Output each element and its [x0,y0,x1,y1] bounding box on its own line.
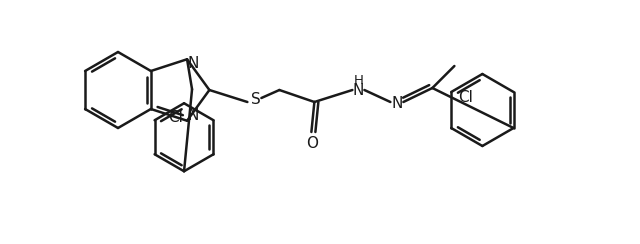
Text: N: N [392,96,403,112]
Text: H: H [353,74,364,88]
Text: Cl: Cl [168,110,184,125]
Text: O: O [307,136,318,152]
Text: N: N [188,56,199,71]
Text: Cl: Cl [458,91,473,105]
Text: N: N [353,83,364,99]
Text: S: S [250,92,260,108]
Text: N: N [188,108,199,123]
